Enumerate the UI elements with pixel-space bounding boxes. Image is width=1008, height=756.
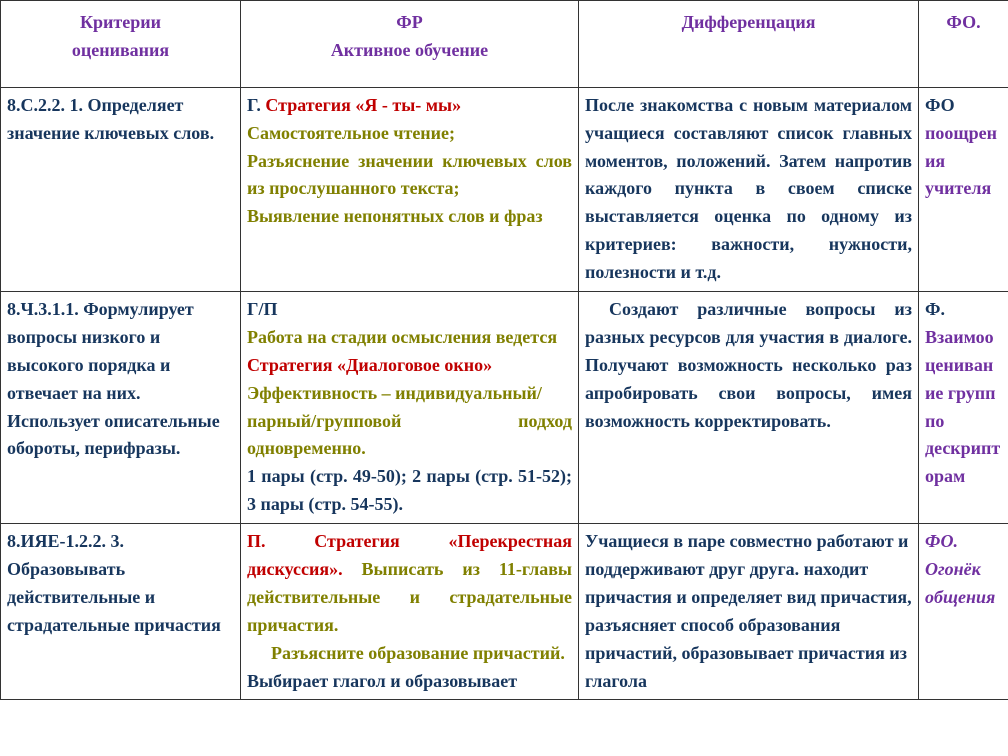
criteria-cell: 8.С.2.2. 1. Определяет значение ключевых… [1, 87, 241, 291]
header-fr: ФР Активное обучение [241, 1, 579, 88]
fr-line: Самостоятельное чтение; [247, 123, 455, 143]
header-criteria-l2: оценивания [72, 40, 169, 60]
header-fo-text: ФО. [946, 12, 980, 32]
header-criteria-l1: Критерии [80, 12, 161, 32]
diff-cell: После знакомства с новым материалом учащ… [579, 87, 919, 291]
strategy-title: Стратегия «Я - ты- мы» [265, 95, 461, 115]
fo-purple: Взаимоо цениван ие групп по дескрипт ора… [925, 327, 1000, 486]
assessment-table: Критерии оценивания ФР Активное обучение… [0, 0, 1008, 700]
table-row: 8.ИЯЕ-1.2.2. 3. Образовывать действитель… [1, 524, 1008, 700]
header-criteria: Критерии оценивания [1, 1, 241, 88]
group-letter: Г. [247, 95, 261, 115]
diff-cell: Учащиеся в паре совместно работают и под… [579, 524, 919, 700]
table-row: 8.Ч.3.1.1. Формулирует вопросы низкого и… [1, 292, 1008, 524]
fo-navy: Ф. [925, 299, 945, 319]
header-fr-l2: Активное обучение [331, 40, 488, 60]
fo-cell: ФО поощрен ия учителя [919, 87, 1008, 291]
diff-cell: Создают различные вопросы из разных ресу… [579, 292, 919, 524]
group-letter: П. [247, 531, 266, 551]
header-fr-l1: ФР [396, 12, 422, 32]
header-row: Критерии оценивания ФР Активное обучение… [1, 1, 1008, 88]
group-letter: Г/П [247, 299, 277, 319]
strategy-title: Стратегия «Диалоговое окно» [247, 355, 492, 375]
fr-line-navy: 1 пары (стр. 49-50); 2 пары (стр. 51-52)… [247, 466, 572, 514]
fo-navy: ФО [925, 95, 955, 115]
fr-preline: Работа на стадии осмысления ведется [247, 327, 557, 347]
fr-final: Выбирает глагол и образовывает [247, 671, 517, 691]
fr-line: парный/групповой подход одновременно. [247, 411, 572, 459]
fr-suffix: Эффективность – индивидуальный/ [247, 383, 542, 403]
fr-cell: Г. Стратегия «Я - ты- мы» Самостоятельно… [241, 87, 579, 291]
criteria-cell: 8.ИЯЕ-1.2.2. 3. Образовывать действитель… [1, 524, 241, 700]
fr-line: Выявление непонятных слов и фраз [247, 206, 543, 226]
header-diff-text: Дифференцация [682, 12, 816, 32]
fo-purple: поощрен ия учителя [925, 123, 997, 199]
fr-line: Разъяснение значении ключевых слов из пр… [247, 151, 572, 199]
fo-cell: Ф. Взаимоо цениван ие групп по дескрипт … [919, 292, 1008, 524]
table-row: 8.С.2.2. 1. Определяет значение ключевых… [1, 87, 1008, 291]
fr-indent: Разъясните образование причастий. [247, 640, 572, 668]
fo-cell: ФО. Огонёк общения [919, 524, 1008, 700]
header-diff: Дифференцация [579, 1, 919, 88]
criteria-cell: 8.Ч.3.1.1. Формулирует вопросы низкого и… [1, 292, 241, 524]
fr-cell: Г/П Работа на стадии осмысления ведется … [241, 292, 579, 524]
fr-cell: П. Стратегия «Перекрестная дискуссия». В… [241, 524, 579, 700]
header-fo: ФО. [919, 1, 1008, 88]
